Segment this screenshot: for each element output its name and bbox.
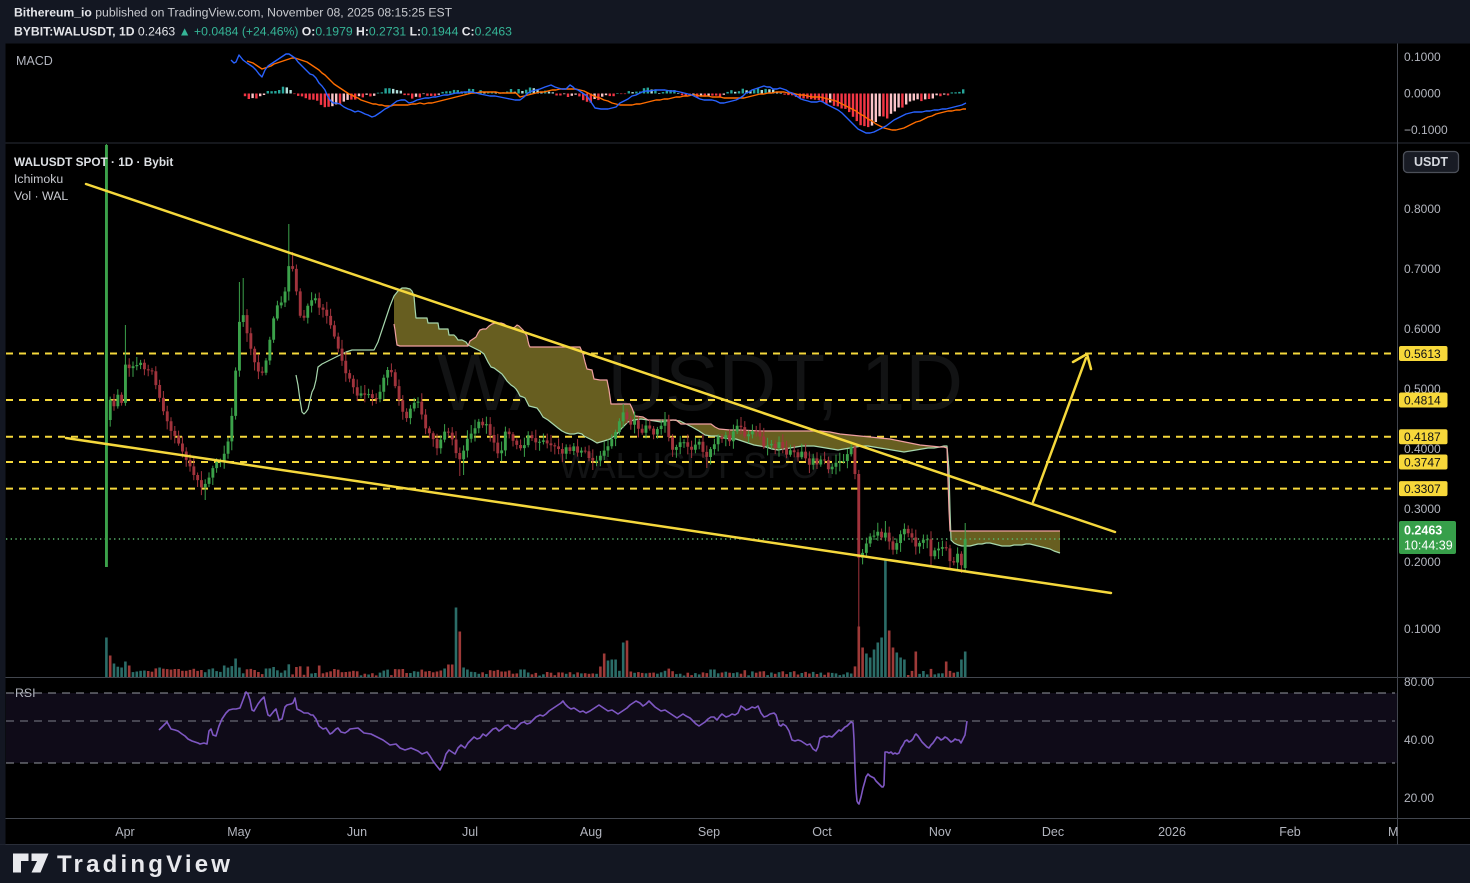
- svg-text:0.2463: 0.2463: [1404, 524, 1442, 538]
- svg-text:Sep: Sep: [698, 825, 720, 839]
- svg-text:80.00: 80.00: [1404, 675, 1434, 689]
- svg-text:0.1000: 0.1000: [1404, 622, 1441, 636]
- svg-text:0.3307: 0.3307: [1404, 482, 1441, 496]
- svg-text:40.00: 40.00: [1404, 733, 1434, 747]
- svg-text:0.6000: 0.6000: [1404, 322, 1441, 336]
- svg-text:20.00: 20.00: [1404, 791, 1434, 805]
- svg-text:0.0000: 0.0000: [1404, 87, 1441, 101]
- svg-text:0.2000: 0.2000: [1404, 555, 1441, 569]
- svg-text:2026: 2026: [1158, 825, 1186, 839]
- svg-text:WALUSDT SPOT · 1D · Bybit: WALUSDT SPOT · 1D · Bybit: [14, 155, 173, 169]
- svg-text:Vol · WAL: Vol · WAL: [14, 189, 68, 203]
- svg-text:0.4187: 0.4187: [1404, 430, 1441, 444]
- svg-text:0.4814: 0.4814: [1404, 393, 1441, 407]
- svg-text:Jun: Jun: [347, 825, 367, 839]
- svg-text:RSI: RSI: [15, 686, 36, 700]
- svg-text:0.3000: 0.3000: [1404, 502, 1441, 516]
- svg-text:0.1000: 0.1000: [1404, 50, 1441, 64]
- svg-text:MACD: MACD: [16, 54, 53, 68]
- svg-text:0.3747: 0.3747: [1404, 455, 1441, 469]
- svg-text:Feb: Feb: [1279, 825, 1301, 839]
- svg-text:Bithereum_io published on Trad: Bithereum_io published on TradingView.co…: [14, 6, 453, 20]
- svg-text:Apr: Apr: [115, 825, 134, 839]
- svg-text:0.5613: 0.5613: [1404, 347, 1441, 361]
- svg-text:−0.1000: −0.1000: [1404, 123, 1448, 137]
- svg-text:0.8000: 0.8000: [1404, 202, 1441, 216]
- svg-text:Jul: Jul: [462, 825, 478, 839]
- svg-text:Oct: Oct: [812, 825, 832, 839]
- svg-text:May: May: [227, 825, 251, 839]
- svg-text:TradingView: TradingView: [57, 851, 233, 878]
- svg-text:Ichimoku: Ichimoku: [14, 172, 63, 186]
- svg-text:10:44:39: 10:44:39: [1404, 539, 1453, 553]
- svg-text:M: M: [1388, 825, 1398, 839]
- svg-text:Nov: Nov: [929, 825, 952, 839]
- svg-text:Dec: Dec: [1042, 825, 1064, 839]
- svg-text:WALUSDT SPOT: WALUSDT SPOT: [559, 445, 841, 486]
- svg-text:0.7000: 0.7000: [1404, 262, 1441, 276]
- svg-text:0.4000: 0.4000: [1404, 442, 1441, 456]
- svg-text:USDT: USDT: [1414, 155, 1448, 169]
- svg-text:BYBIT:WALUSDT, 1D 0.2463 ▲ +0: BYBIT:WALUSDT, 1D 0.2463 ▲ +0.0484 (+24.…: [14, 25, 512, 39]
- svg-text:Aug: Aug: [580, 825, 602, 839]
